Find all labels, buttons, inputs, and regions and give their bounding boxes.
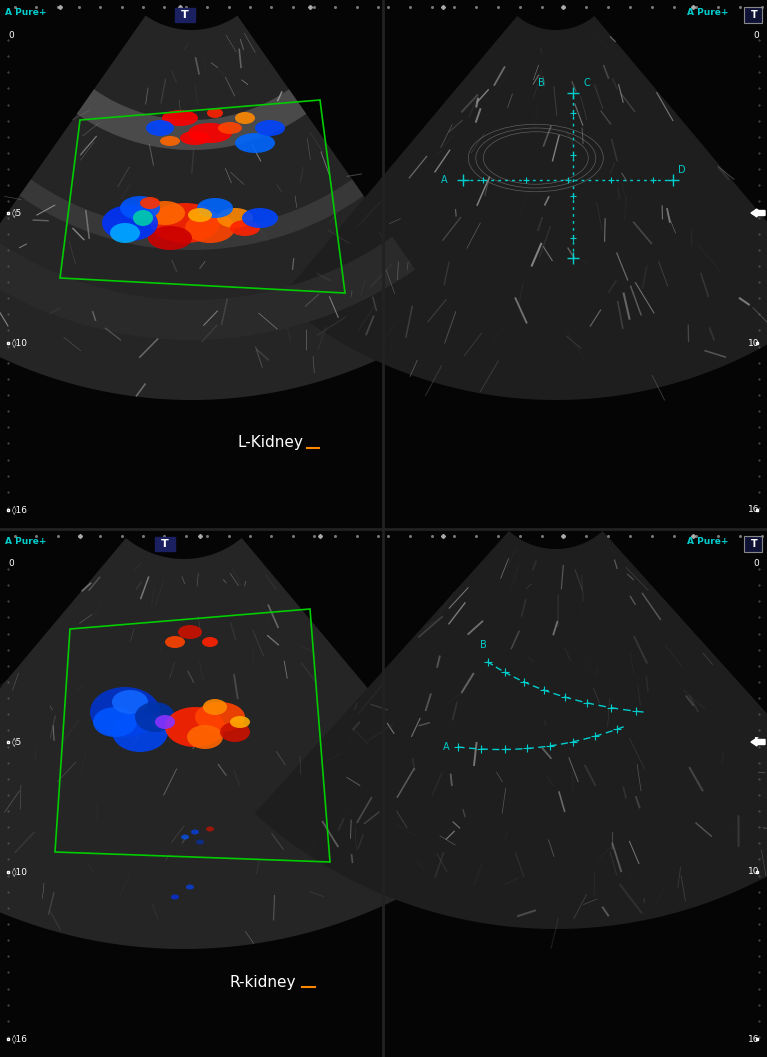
Text: 5: 5 bbox=[753, 208, 759, 218]
Ellipse shape bbox=[217, 208, 253, 228]
Text: 0: 0 bbox=[753, 559, 759, 569]
Ellipse shape bbox=[171, 894, 179, 900]
Text: A: A bbox=[443, 742, 450, 752]
Ellipse shape bbox=[102, 205, 158, 241]
FancyArrow shape bbox=[751, 738, 765, 746]
Ellipse shape bbox=[196, 839, 204, 845]
Ellipse shape bbox=[93, 707, 137, 737]
Polygon shape bbox=[0, 0, 383, 528]
Ellipse shape bbox=[197, 198, 233, 218]
Polygon shape bbox=[745, 537, 762, 551]
Polygon shape bbox=[175, 8, 195, 22]
Ellipse shape bbox=[230, 716, 250, 728]
Text: 10: 10 bbox=[748, 868, 759, 876]
Text: 5: 5 bbox=[753, 738, 759, 746]
Polygon shape bbox=[19, 180, 364, 251]
Ellipse shape bbox=[112, 690, 148, 713]
Ellipse shape bbox=[146, 120, 174, 136]
Text: 16: 16 bbox=[748, 505, 759, 515]
Ellipse shape bbox=[112, 712, 168, 752]
Ellipse shape bbox=[180, 131, 210, 145]
Text: 0: 0 bbox=[8, 559, 14, 569]
Polygon shape bbox=[383, 0, 767, 528]
Ellipse shape bbox=[203, 699, 227, 715]
Ellipse shape bbox=[218, 122, 242, 134]
Text: ◊10: ◊10 bbox=[12, 338, 28, 348]
Polygon shape bbox=[279, 16, 767, 400]
Ellipse shape bbox=[191, 830, 199, 834]
Text: B: B bbox=[538, 78, 545, 88]
Ellipse shape bbox=[155, 715, 175, 729]
Text: 10: 10 bbox=[748, 338, 759, 348]
Ellipse shape bbox=[110, 223, 140, 243]
Ellipse shape bbox=[150, 203, 220, 243]
FancyArrow shape bbox=[751, 209, 765, 217]
Ellipse shape bbox=[162, 110, 198, 126]
Text: D: D bbox=[678, 165, 686, 175]
Ellipse shape bbox=[140, 197, 160, 209]
Text: ◊16: ◊16 bbox=[12, 1035, 28, 1043]
Text: ◊10: ◊10 bbox=[12, 868, 28, 876]
Text: ◊5: ◊5 bbox=[12, 738, 22, 746]
Polygon shape bbox=[0, 528, 383, 1057]
Ellipse shape bbox=[220, 722, 250, 742]
Text: ◊16: ◊16 bbox=[12, 505, 28, 515]
Text: ◊5: ◊5 bbox=[12, 208, 22, 218]
Ellipse shape bbox=[186, 885, 194, 890]
Text: A Pure+: A Pure+ bbox=[687, 8, 729, 17]
Bar bbox=[744, 536, 762, 552]
Polygon shape bbox=[77, 89, 306, 150]
Ellipse shape bbox=[165, 707, 225, 747]
Polygon shape bbox=[155, 537, 175, 551]
Polygon shape bbox=[745, 8, 762, 22]
Ellipse shape bbox=[188, 123, 232, 143]
Ellipse shape bbox=[242, 208, 278, 228]
Ellipse shape bbox=[235, 133, 275, 153]
Ellipse shape bbox=[133, 210, 153, 226]
Text: C: C bbox=[583, 78, 590, 88]
Ellipse shape bbox=[206, 827, 214, 832]
Ellipse shape bbox=[235, 112, 255, 124]
Text: L-Kidney: L-Kidney bbox=[238, 435, 303, 450]
Ellipse shape bbox=[202, 637, 218, 647]
Polygon shape bbox=[255, 531, 767, 929]
Ellipse shape bbox=[165, 636, 185, 648]
Ellipse shape bbox=[181, 834, 189, 839]
Text: 0: 0 bbox=[8, 31, 14, 39]
Ellipse shape bbox=[160, 136, 180, 146]
Ellipse shape bbox=[145, 201, 185, 225]
Ellipse shape bbox=[90, 687, 160, 737]
Text: T: T bbox=[751, 539, 757, 549]
Polygon shape bbox=[0, 237, 415, 340]
Ellipse shape bbox=[187, 725, 223, 749]
Ellipse shape bbox=[178, 625, 202, 639]
Polygon shape bbox=[0, 538, 492, 949]
Ellipse shape bbox=[135, 702, 175, 733]
Text: A: A bbox=[441, 175, 448, 185]
Ellipse shape bbox=[120, 196, 160, 220]
Ellipse shape bbox=[230, 220, 260, 236]
Ellipse shape bbox=[255, 120, 285, 136]
Ellipse shape bbox=[185, 214, 235, 243]
Text: T: T bbox=[181, 10, 189, 20]
Text: T: T bbox=[751, 10, 757, 20]
Text: A Pure+: A Pure+ bbox=[687, 537, 729, 546]
Ellipse shape bbox=[188, 208, 212, 222]
Ellipse shape bbox=[195, 702, 245, 733]
Text: B: B bbox=[479, 639, 486, 650]
Text: A Pure+: A Pure+ bbox=[5, 8, 47, 17]
Text: 16: 16 bbox=[748, 1035, 759, 1043]
Text: R-kidney: R-kidney bbox=[230, 975, 296, 989]
Text: A Pure+: A Pure+ bbox=[5, 537, 47, 546]
Bar bbox=[744, 7, 762, 23]
Polygon shape bbox=[0, 16, 449, 400]
Ellipse shape bbox=[207, 108, 223, 118]
Polygon shape bbox=[383, 528, 767, 1057]
Text: 0: 0 bbox=[753, 31, 759, 39]
Text: T: T bbox=[161, 539, 169, 549]
Ellipse shape bbox=[148, 226, 192, 251]
